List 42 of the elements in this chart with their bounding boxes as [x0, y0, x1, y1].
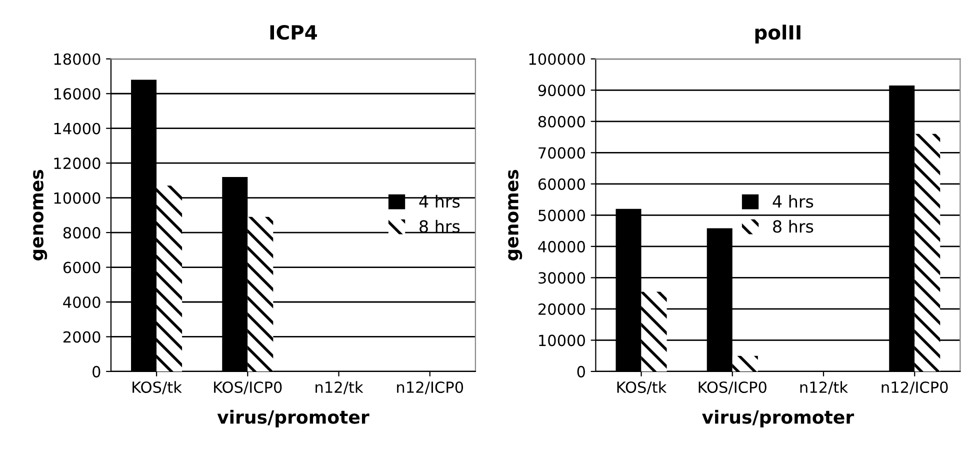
- x-axis-title: virus/promoter: [702, 410, 854, 428]
- legend-label: 8 hrs: [773, 220, 814, 233]
- y-tick-label: 50000: [538, 210, 585, 222]
- x-tick-label: n12/tk: [316, 381, 364, 394]
- y-tick-label: 4000: [63, 296, 100, 308]
- x-tick-label: n12/ICP0: [882, 381, 948, 394]
- y-tick-label: 12000: [54, 158, 100, 170]
- bar: [914, 134, 940, 372]
- x-axis-title: virus/promoter: [217, 410, 370, 428]
- y-tick-label: 100000: [529, 53, 585, 65]
- y-tick-label: 40000: [538, 240, 585, 252]
- chart-title: polII: [755, 24, 800, 44]
- y-tick-label: 0: [92, 366, 100, 378]
- legend-label: 4 hrs: [772, 194, 814, 208]
- bar: [641, 292, 667, 372]
- x-tick-label: KOS/ICP0: [698, 381, 766, 394]
- y-tick-label: 20000: [538, 303, 585, 315]
- y-tick-label: 6000: [63, 262, 100, 274]
- y-tick-label: 8000: [63, 227, 100, 239]
- x-tick-label: n12/tk: [800, 381, 848, 394]
- y-tick-label: 60000: [538, 178, 585, 190]
- y-tick-label: 70000: [538, 147, 585, 159]
- y-tick-label: 10000: [54, 192, 100, 204]
- bar: [156, 186, 182, 372]
- y-tick-label: 18000: [54, 53, 100, 65]
- y-tick-label: 0: [577, 366, 585, 378]
- y-tick-label: 80000: [538, 116, 585, 128]
- x-tick-label: n12/ICP0: [397, 381, 464, 394]
- x-tick-label: KOS/ICP0: [214, 381, 282, 394]
- y-tick-label: 90000: [538, 84, 585, 96]
- y-tick-label: 2000: [63, 331, 100, 343]
- y-tick-label: 14000: [54, 122, 100, 134]
- y-axis-title: genomes: [33, 170, 48, 260]
- y-tick-label: 16000: [54, 88, 100, 100]
- bar: [248, 216, 274, 372]
- chart-title: ICP4: [270, 25, 317, 40]
- x-tick-label: KOS/tk: [617, 381, 667, 394]
- bar: [732, 356, 758, 372]
- y-axis-title: genomes: [508, 170, 522, 260]
- y-tick-label: 30000: [538, 272, 585, 284]
- x-tick-label: KOS/tk: [132, 381, 182, 394]
- y-tick-label: 10000: [539, 334, 585, 346]
